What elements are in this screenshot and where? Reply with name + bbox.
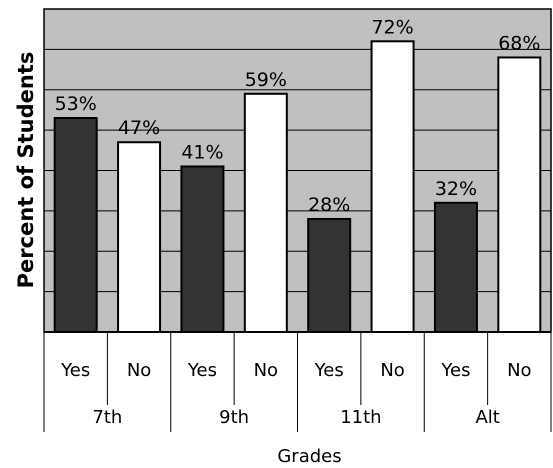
data-label: 53% <box>55 93 97 115</box>
bar-9th-no <box>243 92 288 333</box>
bar-9th-yes <box>180 165 225 333</box>
bar-7th-no <box>117 141 162 333</box>
value-labels: 53% 47% 41% 59% 28% 72% 32% 68% <box>55 16 541 216</box>
x-group-label: 11th <box>340 407 381 428</box>
data-label: 47% <box>118 117 160 139</box>
bar-alt-no <box>497 56 542 333</box>
data-label: 72% <box>371 16 413 38</box>
x-group-label: 7th <box>92 407 122 428</box>
x-tick-label: Yes <box>187 360 217 381</box>
x-tick-label: No <box>127 360 151 381</box>
data-label: 68% <box>498 32 540 54</box>
data-label: 41% <box>181 141 223 163</box>
data-label: 28% <box>308 194 350 216</box>
bar-11th-yes <box>307 217 352 333</box>
data-label: 32% <box>435 178 477 200</box>
bar-7th-yes <box>53 117 98 333</box>
bar-11th-no <box>370 40 415 334</box>
x-tick-label: Yes <box>314 360 344 381</box>
data-label: 59% <box>245 69 287 91</box>
x-tick-label: No <box>507 360 531 381</box>
x-tick-label: Yes <box>440 360 470 381</box>
x-tick-label: Yes <box>60 360 90 381</box>
x-axis-title: Grades <box>277 446 341 467</box>
y-axis-title: Percent of Students <box>14 52 38 289</box>
x-tick-label: No <box>380 360 404 381</box>
bars <box>53 40 542 334</box>
x-tick-label: No <box>254 360 278 381</box>
bar-alt-yes <box>433 201 478 333</box>
x-group-label: Alt <box>475 407 499 428</box>
x-group-label: 9th <box>219 407 249 428</box>
x-axis-table: Yes No 7th Yes No 9th Yes No 11th Yes No Alt <box>43 332 552 432</box>
